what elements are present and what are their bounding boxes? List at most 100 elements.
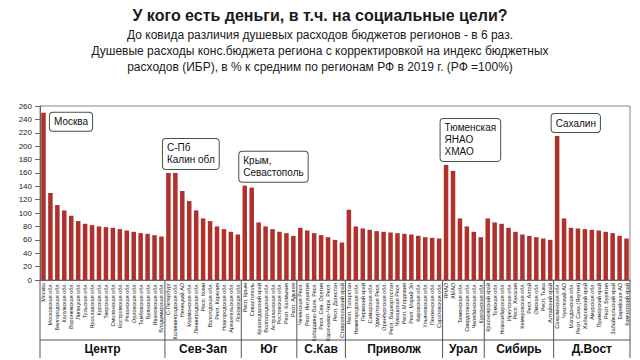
svg-text:Амурская обл.: Амурская обл.: [589, 283, 595, 320]
svg-text:Тюменская обл.: Тюменская обл.: [457, 283, 463, 324]
svg-text:Челябинская обл.: Челябинская обл.: [471, 283, 477, 329]
svg-text:Саратовская обл.: Саратовская обл.: [436, 283, 442, 328]
svg-text:220: 220: [19, 128, 33, 137]
svg-text:Московская обл.: Московская обл.: [47, 283, 53, 326]
svg-text:Вологодская обл.: Вологодская обл.: [207, 283, 213, 328]
svg-text:Костромская обл.: Костромская обл.: [117, 283, 123, 328]
svg-text:120: 120: [19, 195, 33, 204]
svg-text:ЯНАО: ЯНАО: [445, 134, 474, 145]
svg-text:Пензенская обл.: Пензенская обл.: [429, 283, 435, 326]
svg-text:Респ. Дагестан: Респ. Дагестан: [332, 283, 338, 321]
svg-text:Приволж: Приволж: [367, 342, 421, 356]
svg-text:Смоленская обл.: Смоленская обл.: [110, 283, 116, 327]
svg-text:Архангельская обл.: Архангельская обл.: [228, 283, 234, 333]
svg-text:ХМАО: ХМАО: [445, 146, 474, 157]
svg-text:Урал: Урал: [449, 342, 478, 356]
svg-text:Пермский край: Пермский край: [360, 283, 366, 321]
svg-text:Калининградская обл.: Калининградская обл.: [172, 283, 178, 340]
svg-text:Ненецкий АО: Ненецкий АО: [179, 282, 185, 317]
svg-text:Кировская обл.: Кировская обл.: [415, 283, 421, 322]
svg-text:180: 180: [19, 155, 33, 164]
svg-text:Липецкая обл.: Липецкая обл.: [75, 283, 81, 320]
svg-text:расходов (ИБР), в % к средним: расходов (ИБР), в % к средним по региона…: [127, 60, 513, 74]
svg-text:Севастополь: Севастополь: [243, 167, 303, 178]
svg-text:Хабаровский край: Хабаровский край: [582, 283, 588, 329]
svg-text:Крым,: Крым,: [243, 155, 271, 166]
svg-text:Забайкальский край: Забайкальский край: [610, 283, 616, 335]
svg-text:Респ. Сев. Осетия: Респ. Сев. Осетия: [318, 283, 324, 330]
svg-text:Курская обл.: Курская обл.: [96, 283, 102, 316]
svg-text:С.Кав: С.Кав: [304, 342, 338, 356]
svg-text:Калужская обл.: Калужская обл.: [61, 283, 67, 323]
svg-text:Сахалинская обл.: Сахалинская обл.: [554, 283, 560, 329]
svg-text:Тамбовская обл.: Тамбовская обл.: [138, 283, 144, 326]
svg-text:Новгородская обл.: Новгородская обл.: [221, 283, 227, 331]
svg-text:80: 80: [23, 222, 32, 231]
svg-text:Магаданская обл.: Магаданская обл.: [568, 283, 574, 329]
svg-text:Респ. Хакасия: Респ. Хакасия: [512, 283, 518, 319]
svg-text:Кемеровская обл.: Кемеровская обл.: [519, 283, 525, 329]
svg-text:Респ. Бурятия: Респ. Бурятия: [603, 283, 609, 319]
svg-text:Томская обл.: Томская обл.: [492, 283, 498, 317]
svg-text:Волгоградская обл.: Волгоградская обл.: [263, 283, 269, 333]
svg-text:Еврейская АО: Еврейская АО: [617, 282, 623, 319]
svg-text:Приморский край: Приморский край: [596, 283, 602, 327]
svg-text:Нижегородская обл.: Нижегородская обл.: [353, 283, 359, 335]
svg-text:Орловская обл.: Орловская обл.: [131, 283, 137, 323]
svg-text:Алтайский край: Алтайский край: [547, 283, 553, 323]
svg-text:Респ. Коми: Респ. Коми: [200, 283, 206, 311]
svg-text:Респ. Марий Эл: Респ. Марий Эл: [408, 283, 414, 324]
svg-text:Юг: Юг: [260, 342, 277, 356]
svg-text:Мурманская обл.: Мурманская обл.: [186, 283, 192, 327]
svg-text:Псковская обл.: Псковская обл.: [235, 283, 241, 322]
svg-text:Тверская обл.: Тверская обл.: [103, 283, 109, 319]
svg-text:Ярославская обл.: Ярославская обл.: [89, 283, 95, 329]
svg-text:Чукотский АО: Чукотский АО: [561, 282, 567, 318]
svg-text:Сев-Зап: Сев-Зап: [179, 342, 227, 356]
svg-text:Удмуртская Респ.: Удмуртская Респ.: [374, 283, 380, 328]
svg-text:Камчатский край: Камчатский край: [624, 283, 630, 326]
svg-text:Белгородская обл.: Белгородская обл.: [54, 283, 60, 331]
svg-text:Тюменская: Тюменская: [445, 122, 497, 133]
svg-text:260: 260: [19, 102, 33, 111]
svg-text:20: 20: [23, 262, 32, 271]
svg-text:Душевые расходы конс.бюджета р: Душевые расходы конс.бюджета региона с к…: [91, 44, 548, 58]
svg-text:Респ. Крым: Респ. Крым: [242, 283, 248, 312]
svg-text:160: 160: [19, 168, 33, 177]
svg-text:Ивановская обл.: Ивановская обл.: [152, 283, 158, 326]
svg-text:Ставропольский край: Ставропольский край: [339, 283, 345, 338]
svg-text:Севастополь: Севастополь: [249, 283, 255, 316]
svg-text:Ленинградская обл.: Ленинградская обл.: [193, 283, 199, 334]
svg-text:С-Петербург: С-Петербург: [165, 283, 171, 315]
svg-text:Москва: Москва: [40, 282, 46, 302]
svg-text:200: 200: [19, 142, 33, 151]
svg-text:Рязанская обл.: Рязанская обл.: [124, 283, 130, 322]
svg-text:Новосибирская обл.: Новосибирская обл.: [499, 283, 505, 335]
svg-text:Иркутская обл.: Иркутская обл.: [506, 283, 512, 322]
svg-text:До ковида различия душевых рас: До ковида различия душевых расходов бюдж…: [127, 28, 513, 42]
svg-text:Карачаево-Черк. Респ.: Карачаево-Черк. Респ.: [325, 283, 331, 341]
svg-text:Оренбургская обл.: Оренбургская обл.: [381, 283, 387, 331]
svg-text:Респ. Алтай: Респ. Алтай: [526, 283, 532, 314]
svg-text:140: 140: [19, 182, 33, 191]
svg-text:Респ. Калмыкия: Респ. Калмыкия: [283, 283, 289, 324]
svg-text:Респ. Адыгея: Респ. Адыгея: [290, 283, 296, 317]
svg-text:Тульская обл.: Тульская обл.: [82, 283, 88, 319]
svg-text:Сахалин: Сахалин: [556, 118, 596, 129]
svg-text:Респ. Мордовия: Респ. Мордовия: [401, 283, 407, 324]
svg-text:Калин обл: Калин обл: [167, 154, 215, 165]
svg-text:40: 40: [23, 249, 32, 258]
svg-text:Ростовская обл.: Ростовская обл.: [276, 283, 282, 325]
svg-text:Чувашская Респ.: Чувашская Респ.: [394, 283, 400, 327]
svg-text:Центр: Центр: [84, 342, 120, 356]
svg-text:ЯНАО: ЯНАО: [443, 282, 449, 298]
svg-text:Респ. Татарстан: Респ. Татарстан: [346, 283, 352, 324]
svg-text:Кабардино-Балк. Респ.: Кабардино-Балк. Респ.: [311, 283, 317, 342]
svg-text:Воронежская обл.: Воронежская обл.: [68, 283, 74, 330]
svg-text:Брянская обл.: Брянская обл.: [145, 283, 151, 320]
svg-text:100: 100: [19, 209, 33, 218]
svg-text:Краснодарский край: Краснодарский край: [256, 283, 262, 335]
svg-text:Владимирская обл.: Владимирская обл.: [158, 283, 164, 333]
svg-text:Курганская обл.: Курганская обл.: [478, 283, 484, 324]
svg-text:Москва: Москва: [54, 116, 89, 127]
